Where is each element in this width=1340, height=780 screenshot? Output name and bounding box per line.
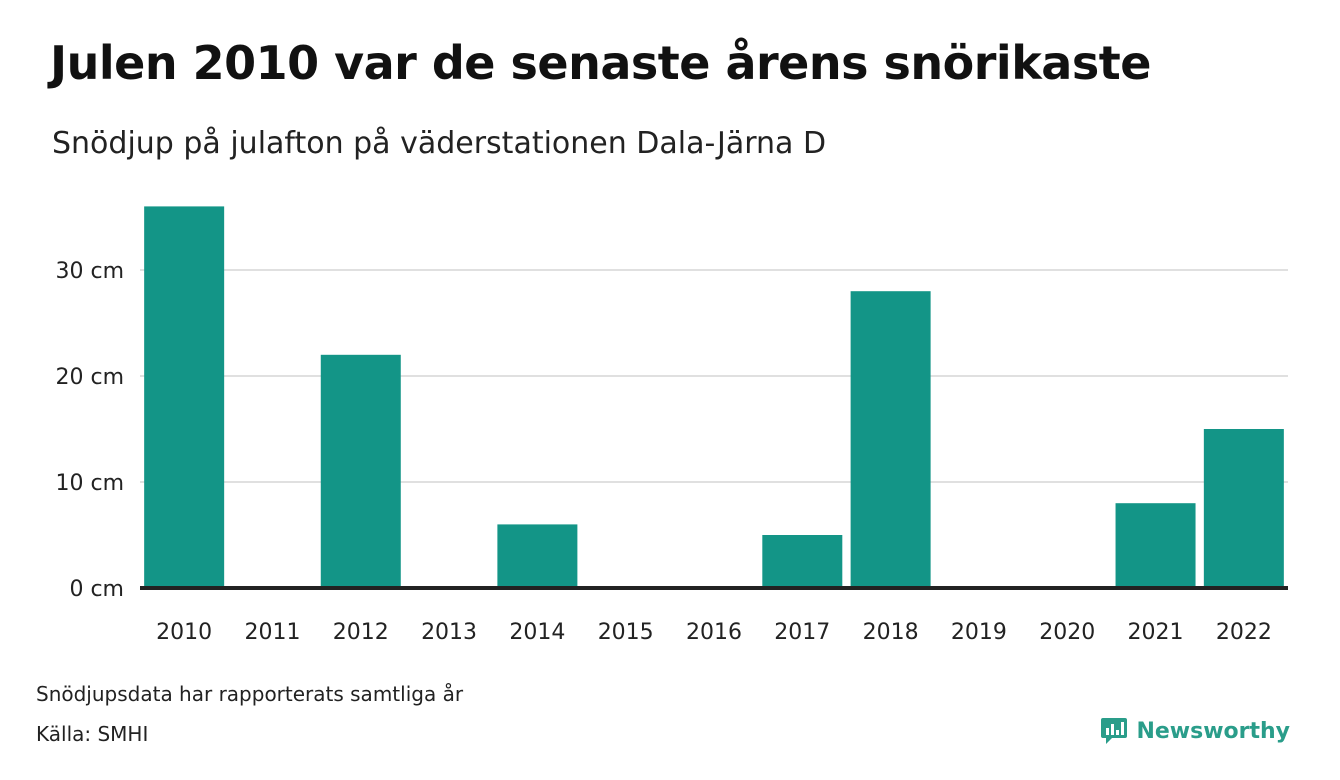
y-tick-label: 30 cm bbox=[55, 259, 124, 284]
source-note: Källa: SMHI bbox=[36, 722, 149, 746]
x-tick-label: 2012 bbox=[333, 620, 389, 645]
bars bbox=[144, 206, 1284, 588]
x-tick-label: 2011 bbox=[244, 620, 300, 645]
y-tick-label: 10 cm bbox=[55, 471, 124, 496]
bar-2018 bbox=[850, 291, 931, 588]
y-tick-label: 20 cm bbox=[55, 365, 124, 390]
x-tick-label: 2017 bbox=[774, 620, 830, 645]
x-tick-label: 2018 bbox=[863, 620, 919, 645]
chart-bubble-icon bbox=[1100, 716, 1128, 746]
x-tick-label: 2021 bbox=[1128, 620, 1184, 645]
y-tick-label: 0 cm bbox=[69, 577, 124, 602]
chart-subtitle: Snödjup på julafton på väderstationen Da… bbox=[52, 126, 827, 161]
footnote: Snödjupsdata har rapporterats samtliga å… bbox=[36, 682, 464, 706]
gridlines bbox=[140, 269, 1288, 483]
bar-2017 bbox=[762, 535, 843, 588]
bar-2010 bbox=[144, 206, 225, 588]
bar-2021 bbox=[1115, 503, 1196, 588]
x-tick-label: 2016 bbox=[686, 620, 742, 645]
bar-2014 bbox=[497, 524, 578, 588]
x-tick-label: 2022 bbox=[1216, 620, 1272, 645]
axes: 0 cm 10 cm 20 cm 30 cm 2010 2011 2012 2013 2014 2… bbox=[55, 259, 1288, 645]
brand-name: Newsworthy bbox=[1136, 718, 1290, 744]
x-tick-label: 2013 bbox=[421, 620, 477, 645]
newsworthy-logo: Newsworthy bbox=[1100, 716, 1290, 746]
x-tick-label: 2015 bbox=[598, 620, 654, 645]
x-tick-label: 2010 bbox=[156, 620, 212, 645]
bar-2012 bbox=[320, 354, 401, 588]
chart-title: Julen 2010 var de senaste årens snörikas… bbox=[50, 36, 1151, 90]
x-tick-label: 2020 bbox=[1039, 620, 1095, 645]
bar-2022 bbox=[1203, 429, 1284, 588]
x-tick-label: 2014 bbox=[509, 620, 565, 645]
x-tick-label: 2019 bbox=[951, 620, 1007, 645]
